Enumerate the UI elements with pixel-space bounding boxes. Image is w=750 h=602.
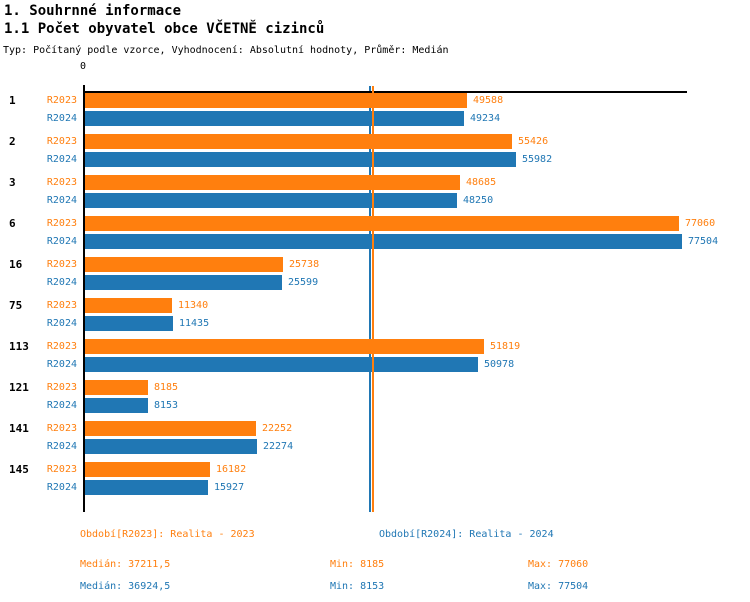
category-label: 3 <box>9 176 16 189</box>
series-row-label-r2024: R2024 <box>46 154 77 165</box>
bar-value-label: 49588 <box>473 95 504 106</box>
category-label: 121 <box>9 381 29 394</box>
series-row-label-r2024: R2024 <box>46 482 77 493</box>
section-title: 1.1 Počet obyvatel obce VČETNĚ cizinců <box>4 21 325 37</box>
x-axis-origin-label: 0 <box>79 61 87 72</box>
bar-r2023 <box>85 257 283 272</box>
bar-value-label: 22274 <box>263 441 294 452</box>
bar-value-label: 49234 <box>470 113 501 124</box>
series-row-label-r2024: R2024 <box>46 195 77 206</box>
bar-value-label: 25738 <box>289 259 320 270</box>
bar-value-label: 11340 <box>178 300 209 311</box>
category-label: 1 <box>9 94 16 107</box>
stat-median-r2023: Medián: 37211,5 <box>80 559 171 570</box>
bar-value-label: 48250 <box>463 195 494 206</box>
series-row-label-r2024: R2024 <box>46 359 77 370</box>
bar-r2023 <box>85 380 148 395</box>
x-axis-line <box>83 91 687 93</box>
bar-r2023 <box>85 462 210 477</box>
bar-r2024 <box>85 480 208 495</box>
bar-value-label: 11435 <box>179 318 210 329</box>
series-row-label-r2024: R2024 <box>46 113 77 124</box>
category-label: 2 <box>9 135 16 148</box>
bar-value-label: 8185 <box>154 382 179 393</box>
series-row-label-r2024: R2024 <box>46 277 77 288</box>
median-line-r2023 <box>372 86 374 512</box>
bar-r2023 <box>85 134 512 149</box>
stat-min-r2023: Min: 8185 <box>330 559 385 570</box>
series-row-label-r2023: R2023 <box>46 423 77 434</box>
series-row-label-r2023: R2023 <box>46 300 77 311</box>
bar-value-label: 48685 <box>466 177 497 188</box>
series-row-label-r2024: R2024 <box>46 236 77 247</box>
bar-value-label: 22252 <box>262 423 293 434</box>
y-axis-line <box>83 85 85 512</box>
bar-value-label: 50978 <box>484 359 515 370</box>
bar-r2023 <box>85 421 256 436</box>
series-row-label-r2024: R2024 <box>46 441 77 452</box>
median-line-r2024 <box>369 86 371 512</box>
stat-max-r2023: Max: 77060 <box>528 559 589 570</box>
legend-r2023: Období[R2023]: Realita - 2023 <box>80 529 255 540</box>
bar-r2024 <box>85 193 457 208</box>
bar-value-label: 15927 <box>214 482 245 493</box>
bar-r2024 <box>85 316 173 331</box>
bar-r2024 <box>85 111 464 126</box>
series-row-label-r2023: R2023 <box>46 341 77 352</box>
bar-value-label: 16182 <box>216 464 247 475</box>
legend-r2024: Období[R2024]: Realita - 2024 <box>379 529 554 540</box>
bar-r2023 <box>85 216 679 231</box>
bar-value-label: 77060 <box>685 218 716 229</box>
bar-r2023 <box>85 93 467 108</box>
bar-r2024 <box>85 234 682 249</box>
bar-value-label: 77504 <box>688 236 719 247</box>
series-row-label-r2023: R2023 <box>46 136 77 147</box>
series-row-label-r2023: R2023 <box>46 259 77 270</box>
bar-r2024 <box>85 357 478 372</box>
series-row-label-r2023: R2023 <box>46 218 77 229</box>
series-row-label-r2023: R2023 <box>46 464 77 475</box>
category-label: 145 <box>9 463 29 476</box>
bar-value-label: 55982 <box>522 154 553 165</box>
bar-r2024 <box>85 398 148 413</box>
category-label: 141 <box>9 422 29 435</box>
bar-r2023 <box>85 175 460 190</box>
bar-r2024 <box>85 152 516 167</box>
category-label: 75 <box>9 299 23 312</box>
bar-r2023 <box>85 298 172 313</box>
series-row-label-r2023: R2023 <box>46 382 77 393</box>
category-label: 6 <box>9 217 16 230</box>
bar-r2024 <box>85 275 282 290</box>
series-row-label-r2024: R2024 <box>46 318 77 329</box>
bar-value-label: 51819 <box>490 341 521 352</box>
bar-value-label: 25599 <box>288 277 319 288</box>
bar-value-label: 8153 <box>154 400 179 411</box>
page-title: 1. Souhrnné informace <box>4 3 182 19</box>
bar-r2024 <box>85 439 257 454</box>
stat-max-r2024: Max: 77504 <box>528 581 589 592</box>
bar-value-label: 55426 <box>518 136 549 147</box>
bar-r2023 <box>85 339 484 354</box>
series-row-label-r2023: R2023 <box>46 177 77 188</box>
series-row-label-r2023: R2023 <box>46 95 77 106</box>
chart-meta-line: Typ: Počítaný podle vzorce, Vyhodnocení:… <box>3 45 449 56</box>
stat-median-r2024: Medián: 36924,5 <box>80 581 171 592</box>
category-label: 113 <box>9 340 29 353</box>
series-row-label-r2024: R2024 <box>46 400 77 411</box>
stat-min-r2024: Min: 8153 <box>330 581 385 592</box>
category-label: 16 <box>9 258 23 271</box>
